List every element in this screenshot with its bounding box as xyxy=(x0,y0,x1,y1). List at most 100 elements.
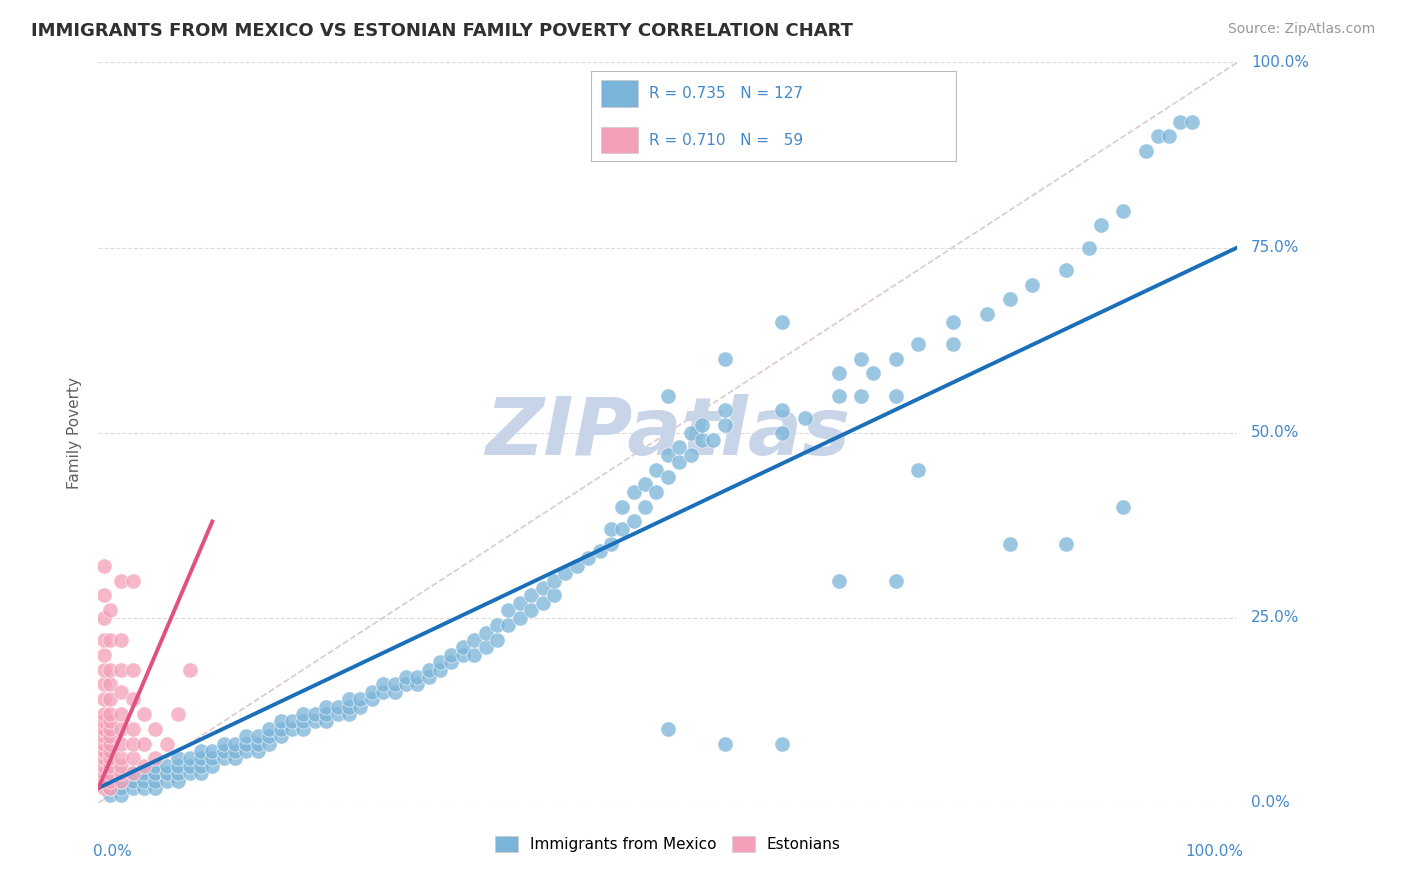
Point xyxy=(93,648,115,662)
Point xyxy=(371,685,394,699)
Point xyxy=(600,536,623,550)
Point xyxy=(145,722,167,736)
Point xyxy=(315,706,337,721)
Point xyxy=(668,441,690,455)
Point xyxy=(110,773,132,788)
Point xyxy=(212,737,235,751)
Point xyxy=(304,714,326,729)
Point xyxy=(179,663,201,677)
Point xyxy=(246,729,269,743)
Point xyxy=(179,766,201,780)
Point xyxy=(179,758,201,772)
Point xyxy=(337,699,360,714)
Point xyxy=(121,692,143,706)
Point xyxy=(349,699,371,714)
Point xyxy=(259,722,281,736)
Point xyxy=(623,484,645,499)
Point xyxy=(714,737,737,751)
Point xyxy=(93,751,115,765)
Point xyxy=(1135,145,1157,159)
Point xyxy=(1170,114,1192,128)
Point xyxy=(121,766,143,780)
Point xyxy=(190,744,212,758)
Point xyxy=(429,655,451,669)
Point xyxy=(418,670,440,684)
Point xyxy=(884,574,907,588)
Point xyxy=(156,773,179,788)
Point xyxy=(98,714,121,729)
Point xyxy=(714,351,737,366)
Point xyxy=(145,766,167,780)
Point xyxy=(474,625,496,640)
Point xyxy=(942,336,965,351)
Point xyxy=(110,706,132,721)
Point xyxy=(201,758,224,772)
Point xyxy=(145,773,167,788)
Text: R = 0.735   N = 127: R = 0.735 N = 127 xyxy=(650,87,803,101)
Point xyxy=(93,737,115,751)
Point xyxy=(668,455,690,469)
Point xyxy=(1112,203,1135,218)
Point xyxy=(406,670,429,684)
Point xyxy=(634,500,657,514)
Point xyxy=(235,737,257,751)
Point xyxy=(498,603,520,617)
Point xyxy=(520,589,543,603)
Point xyxy=(93,706,115,721)
Point xyxy=(201,744,224,758)
Point xyxy=(190,758,212,772)
Point xyxy=(337,692,360,706)
Point xyxy=(224,737,246,751)
Point xyxy=(270,722,292,736)
Point xyxy=(702,433,724,447)
Point xyxy=(326,706,349,721)
Point xyxy=(98,780,121,795)
Point xyxy=(93,722,115,736)
Point xyxy=(93,714,115,729)
Point xyxy=(167,706,190,721)
Point xyxy=(156,766,179,780)
Point xyxy=(93,589,115,603)
Point xyxy=(132,758,155,772)
Point xyxy=(612,500,634,514)
Point xyxy=(634,477,657,491)
Point xyxy=(110,663,132,677)
Point xyxy=(406,677,429,691)
Point xyxy=(110,685,132,699)
Point xyxy=(429,663,451,677)
Point xyxy=(121,663,143,677)
Point xyxy=(132,780,155,795)
Point xyxy=(337,706,360,721)
Y-axis label: Family Poverty: Family Poverty xyxy=(67,376,83,489)
Point xyxy=(690,433,713,447)
Point xyxy=(167,766,190,780)
Point xyxy=(98,766,121,780)
Point xyxy=(998,536,1021,550)
Point xyxy=(121,766,143,780)
Point xyxy=(93,558,115,573)
Point xyxy=(98,780,121,795)
Point xyxy=(270,729,292,743)
Point xyxy=(235,729,257,743)
Point xyxy=(98,677,121,691)
Point xyxy=(828,388,851,402)
Point xyxy=(907,336,929,351)
Point xyxy=(600,522,623,536)
Point xyxy=(851,388,873,402)
Point xyxy=(543,574,565,588)
Point xyxy=(259,729,281,743)
Point xyxy=(770,737,793,751)
Point xyxy=(862,367,884,381)
Text: 25.0%: 25.0% xyxy=(1251,610,1299,625)
Point xyxy=(98,722,121,736)
Point xyxy=(1056,262,1078,277)
Point xyxy=(828,367,851,381)
Point xyxy=(1021,277,1043,292)
Point xyxy=(770,314,793,328)
Point xyxy=(486,632,509,647)
Point xyxy=(384,685,406,699)
Point xyxy=(145,758,167,772)
Point xyxy=(93,780,115,795)
Point xyxy=(1181,114,1204,128)
Point xyxy=(1112,500,1135,514)
